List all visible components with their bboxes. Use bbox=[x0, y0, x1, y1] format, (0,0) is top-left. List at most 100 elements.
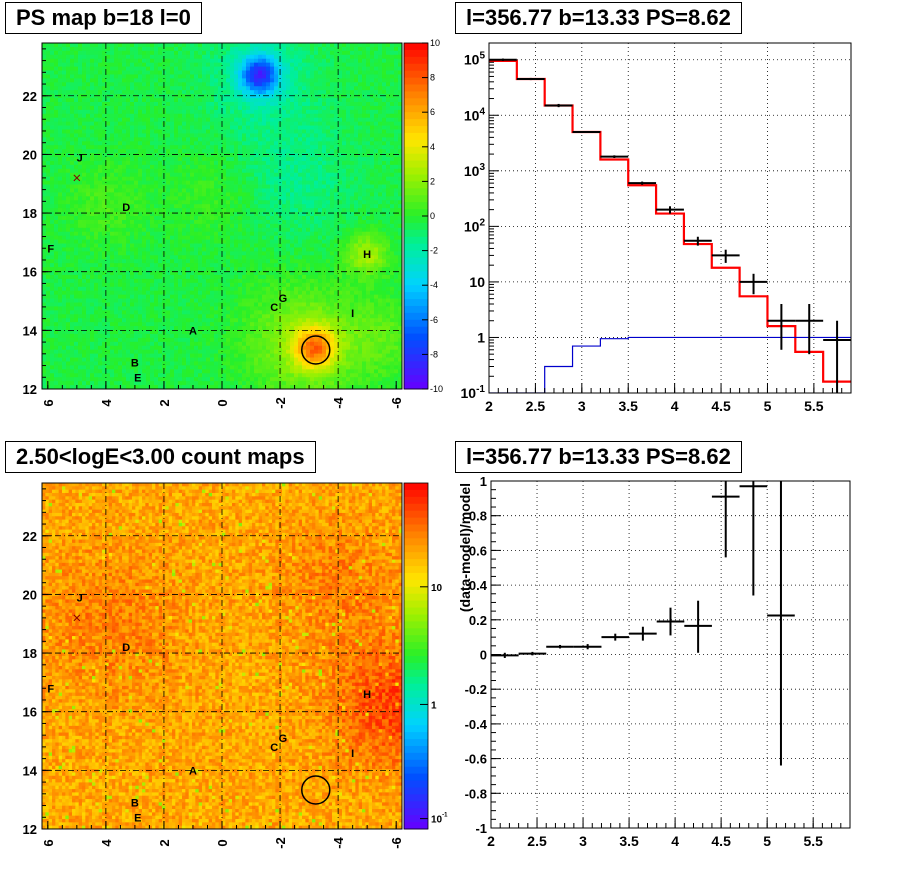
spectrum-data-point bbox=[516, 77, 545, 81]
residual-y-tick-label: -0.4 bbox=[465, 717, 488, 732]
ps-map-x-tick-label: 4 bbox=[99, 399, 114, 407]
count-map-y-tick-label: 22 bbox=[23, 529, 37, 544]
count-map-source-label: I bbox=[351, 748, 354, 760]
spectrum-x-tick-label: 2 bbox=[485, 398, 493, 414]
spectrum-frame bbox=[488, 42, 852, 394]
ps-map-y-tick-label: 18 bbox=[23, 206, 37, 221]
ps-map-cross-marker bbox=[73, 174, 81, 182]
residual-x-tick-label: 4.5 bbox=[711, 833, 731, 849]
residual-data-point bbox=[518, 651, 547, 656]
spectrum-data-point bbox=[823, 320, 851, 393]
residual-x-tick-label: 5 bbox=[763, 833, 771, 849]
ps-map-colorbar-tick-label: -2 bbox=[430, 246, 438, 256]
residual-panel: 2 2.5 3 3.5 4 4.5 5 5.5 1 0.8 0.6 0.4 0.2 0 -0.2 -0.4 -0… bbox=[457, 474, 851, 849]
count-map-x-tick-label: 0 bbox=[215, 839, 230, 846]
count-map-x-tick-label: 4 bbox=[99, 839, 114, 847]
spectrum-data-point bbox=[656, 206, 684, 214]
spectrum-x-tick-label: 2.5 bbox=[526, 398, 546, 414]
spectrum-y-tick-label: 105 bbox=[464, 51, 486, 68]
spectrum-data-point bbox=[795, 304, 824, 355]
ps-map-colorbar-tick-label: -4 bbox=[430, 280, 438, 290]
ps-map-x-tick-label: 6 bbox=[41, 399, 56, 406]
spectrum-y-tick-label: 103 bbox=[464, 162, 486, 179]
ps-map-colorbar-tick-label: 2 bbox=[430, 176, 435, 186]
residual-data-point bbox=[711, 481, 740, 558]
ps-map-x-tick-label: 2 bbox=[157, 399, 172, 406]
residual-y-tick-label: 1 bbox=[480, 474, 487, 489]
residual-y-tick-label: -1 bbox=[475, 821, 487, 836]
residual-title: l=356.77 b=13.33 PS=8.62 bbox=[455, 441, 742, 473]
residual-y-tick-label: -0.8 bbox=[465, 786, 487, 801]
spectrum-x-tick-label: 4.5 bbox=[711, 398, 731, 414]
spectrum-data-point bbox=[544, 103, 573, 108]
residual-data-point bbox=[491, 652, 519, 658]
spectrum-x-tick-label: 5 bbox=[764, 398, 772, 414]
spectrum-title: l=356.77 b=13.33 PS=8.62 bbox=[455, 2, 742, 34]
count-map-source-label: C bbox=[270, 742, 278, 754]
ps-map-source-label: H bbox=[363, 249, 371, 261]
count-map-heatmap bbox=[42, 483, 403, 830]
spectrum-panel: 2 2.5 3 3.5 4 4.5 5 5.5 10-1 1 10 102 103 104 105 bbox=[461, 42, 852, 414]
count-map-source-label: F bbox=[47, 683, 54, 695]
ps-map-y-tick-label: 22 bbox=[23, 89, 37, 104]
count-map-colorbar-tick-label: 10-1 bbox=[431, 813, 448, 826]
spectrum-y-tick-label: 104 bbox=[464, 106, 486, 123]
spectrum-plot-area bbox=[489, 43, 851, 393]
count-map-source-label: B bbox=[131, 798, 139, 810]
count-map-x-tick-label: 2 bbox=[157, 839, 172, 846]
residual-x-tick-label: 4 bbox=[671, 833, 679, 849]
ps-map-source-label: G bbox=[279, 293, 288, 305]
spectrum-x-tick-label: 5.5 bbox=[804, 398, 824, 414]
spectrum-data-point bbox=[739, 273, 768, 295]
residual-plot-area bbox=[491, 481, 850, 828]
ps-map-y-tick-label: 14 bbox=[23, 323, 38, 338]
spectrum-data-point bbox=[711, 249, 740, 263]
spectrum-data-point bbox=[600, 155, 629, 159]
ps-map-grid bbox=[42, 43, 402, 389]
ps-map-colorbar-tick-label: -6 bbox=[430, 315, 438, 325]
residual-data-point bbox=[573, 644, 602, 650]
spectrum-y-tick-label: 102 bbox=[464, 217, 486, 234]
ps-map-colorbar-tick-label: 4 bbox=[430, 142, 435, 152]
spectrum-y-tick-label: 10-1 bbox=[461, 384, 486, 401]
count-map-colorbar-frame bbox=[403, 482, 429, 830]
spectrum-data-point bbox=[572, 130, 601, 133]
ps-map-x-tick-label: -6 bbox=[389, 397, 404, 409]
ps-map-source-label: J bbox=[77, 152, 83, 164]
count-map-source-label: D bbox=[122, 642, 130, 654]
residual-data-point bbox=[601, 633, 630, 641]
count-map-cross-marker bbox=[73, 614, 81, 622]
ps-map-colorbar-tick-label: -10 bbox=[430, 384, 443, 394]
spectrum-x-tick-label: 4 bbox=[671, 398, 679, 414]
spectrum-y-tick-label: 10 bbox=[469, 274, 485, 290]
residual-x-tick-label: 3.5 bbox=[619, 833, 639, 849]
count-map-y-tick-label: 12 bbox=[23, 822, 37, 837]
ps-map-source-label: I bbox=[351, 308, 354, 320]
ps-map-source-label: E bbox=[134, 372, 141, 384]
ps-map-source-label: A bbox=[189, 325, 197, 337]
count-map-colorbar-tick-label: 10 bbox=[431, 583, 443, 594]
count-map-source-label: J bbox=[77, 592, 83, 604]
ps-map-title: PS map b=18 l=0 bbox=[5, 2, 202, 34]
ps-map-source-label: B bbox=[131, 358, 139, 370]
ps-map-x-tick-label: 0 bbox=[215, 399, 230, 406]
spectrum-data-point bbox=[628, 181, 657, 185]
ps-map-colorbar-tick-label: 10 bbox=[430, 38, 440, 48]
residual-data-point bbox=[546, 644, 574, 649]
residual-y-tick-label: 0.2 bbox=[469, 613, 487, 628]
count-map-x-tick-label: -4 bbox=[331, 836, 346, 848]
ps-map-y-tick-label: 16 bbox=[23, 265, 37, 280]
count-map-source-label: H bbox=[363, 689, 371, 701]
ps-map-colorbar-tick-label: -8 bbox=[430, 349, 438, 359]
count-map-source-circle bbox=[301, 775, 331, 805]
residual-x-tick-label: 3 bbox=[579, 833, 587, 849]
ps-map-colorbar-tick-label: 0 bbox=[430, 211, 435, 221]
residual-y-tick-label: 0.6 bbox=[469, 543, 487, 558]
spectrum-x-tick-label: 3.5 bbox=[618, 398, 638, 414]
ps-map-source-label: F bbox=[47, 243, 54, 255]
count-map-title: 2.50<logE<3.00 count maps bbox=[5, 441, 316, 473]
ps-map-x-tick-label: -2 bbox=[273, 397, 288, 409]
count-map-y-tick-label: 20 bbox=[23, 587, 37, 602]
count-map-source-label: E bbox=[134, 812, 141, 824]
ps-map-source-circle bbox=[301, 335, 331, 365]
